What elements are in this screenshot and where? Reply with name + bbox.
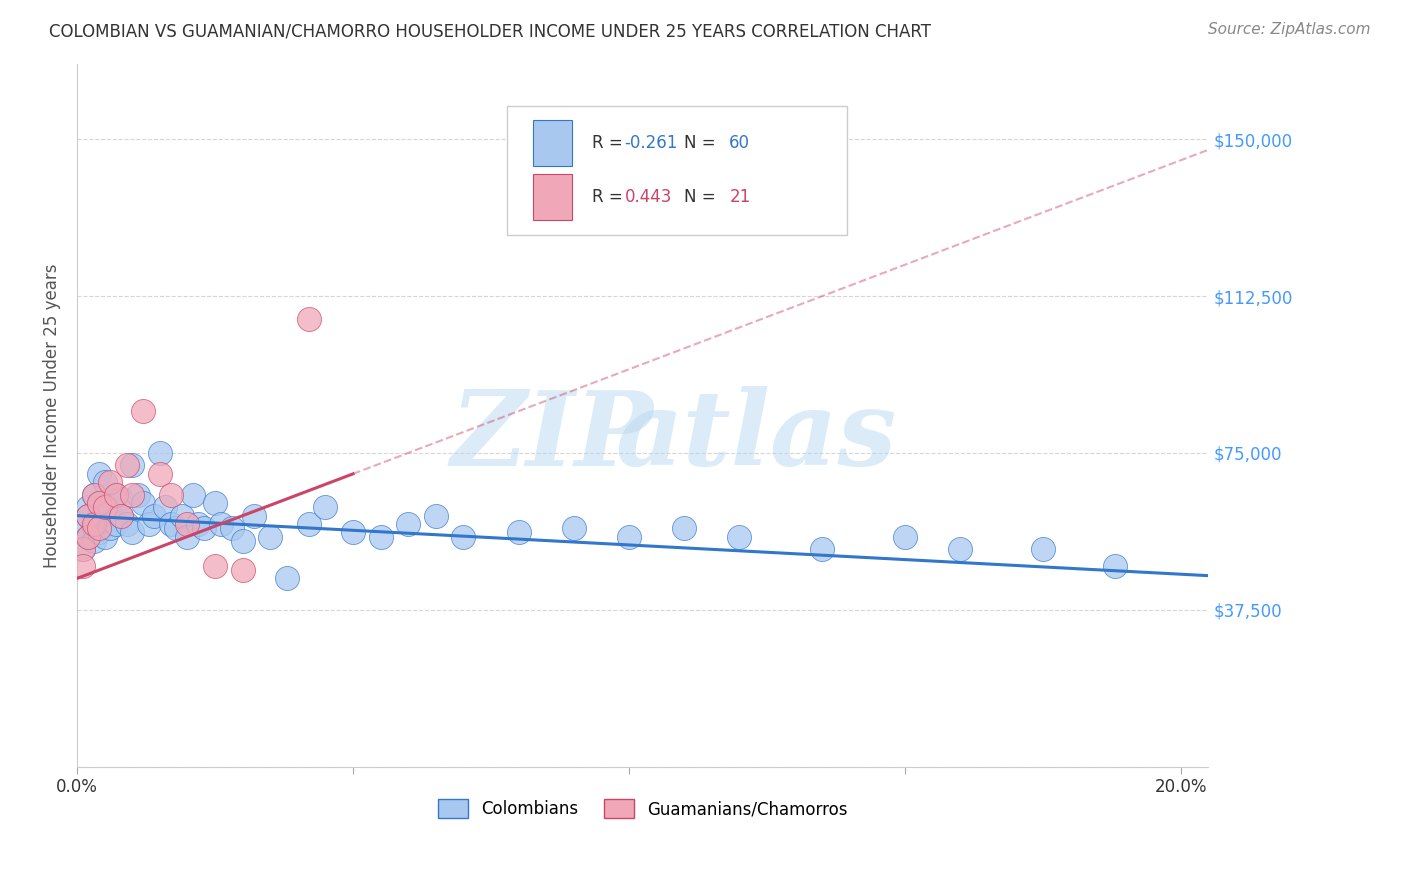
Point — [72, 542, 94, 557]
Text: -0.261: -0.261 — [624, 134, 678, 152]
Point — [93, 530, 115, 544]
Point — [83, 488, 105, 502]
Point — [160, 516, 183, 531]
Point — [110, 491, 132, 506]
Point — [396, 516, 419, 531]
Text: COLOMBIAN VS GUAMANIAN/CHAMORRO HOUSEHOLDER INCOME UNDER 25 YEARS CORRELATION CH: COLOMBIAN VS GUAMANIAN/CHAMORRO HOUSEHOL… — [49, 22, 931, 40]
Point — [104, 516, 127, 531]
Point — [170, 508, 193, 523]
Point — [1104, 558, 1126, 573]
Point — [149, 467, 172, 481]
Point — [160, 488, 183, 502]
Point — [204, 558, 226, 573]
Point — [1032, 542, 1054, 557]
Text: N =: N = — [683, 188, 720, 206]
Text: N =: N = — [683, 134, 720, 152]
Point — [342, 525, 364, 540]
Point — [72, 542, 94, 557]
Point — [453, 530, 475, 544]
Point — [232, 563, 254, 577]
Point — [89, 496, 111, 510]
Point — [110, 508, 132, 523]
Point — [143, 508, 166, 523]
Point — [132, 404, 155, 418]
Point — [83, 516, 105, 531]
Point — [89, 467, 111, 481]
Point — [138, 516, 160, 531]
Point — [176, 516, 198, 531]
Point — [104, 488, 127, 502]
Text: R =: R = — [592, 134, 628, 152]
Point — [187, 516, 209, 531]
Point — [121, 488, 143, 502]
Text: 0.443: 0.443 — [624, 188, 672, 206]
Point — [98, 475, 121, 490]
Point — [77, 530, 100, 544]
Point — [89, 521, 111, 535]
Point — [673, 521, 696, 535]
Point — [98, 500, 121, 515]
Text: ZIP: ZIP — [451, 385, 654, 487]
Point — [93, 508, 115, 523]
Point — [508, 525, 530, 540]
Text: R =: R = — [592, 188, 628, 206]
Point — [104, 488, 127, 502]
Point — [425, 508, 447, 523]
Point — [77, 508, 100, 523]
Point — [176, 530, 198, 544]
Point — [314, 500, 336, 515]
Point — [617, 530, 640, 544]
Point — [72, 516, 94, 531]
Point — [242, 508, 264, 523]
Point — [72, 558, 94, 573]
Point — [98, 521, 121, 535]
Point — [132, 496, 155, 510]
Point — [77, 508, 100, 523]
Point — [155, 500, 177, 515]
Text: atlas: atlas — [616, 385, 897, 487]
Point — [149, 446, 172, 460]
Point — [93, 475, 115, 490]
Point — [110, 508, 132, 523]
Point — [89, 525, 111, 540]
Point — [83, 533, 105, 548]
Point — [115, 458, 138, 473]
Point — [77, 500, 100, 515]
Point — [121, 458, 143, 473]
Point — [298, 516, 321, 531]
Text: 21: 21 — [730, 188, 751, 206]
Point — [83, 488, 105, 502]
Point — [894, 530, 917, 544]
Point — [276, 571, 298, 585]
Point — [193, 521, 215, 535]
Point — [259, 530, 281, 544]
Point — [811, 542, 834, 557]
Point — [204, 496, 226, 510]
Point — [165, 521, 187, 535]
Point — [127, 488, 149, 502]
Point — [298, 312, 321, 326]
Point — [728, 530, 751, 544]
Point — [949, 542, 972, 557]
Point — [209, 516, 232, 531]
Point — [83, 521, 105, 535]
Point — [89, 496, 111, 510]
Point — [370, 530, 392, 544]
Point — [181, 488, 204, 502]
Point — [221, 521, 243, 535]
Point — [93, 500, 115, 515]
Text: Source: ZipAtlas.com: Source: ZipAtlas.com — [1208, 22, 1371, 37]
Point — [115, 516, 138, 531]
Point — [121, 525, 143, 540]
Point — [562, 521, 585, 535]
Text: 60: 60 — [730, 134, 751, 152]
Legend: Colombians, Guamanians/Chamorros: Colombians, Guamanians/Chamorros — [432, 792, 853, 825]
Point — [77, 530, 100, 544]
Y-axis label: Householder Income Under 25 years: Householder Income Under 25 years — [44, 263, 60, 567]
Point — [232, 533, 254, 548]
